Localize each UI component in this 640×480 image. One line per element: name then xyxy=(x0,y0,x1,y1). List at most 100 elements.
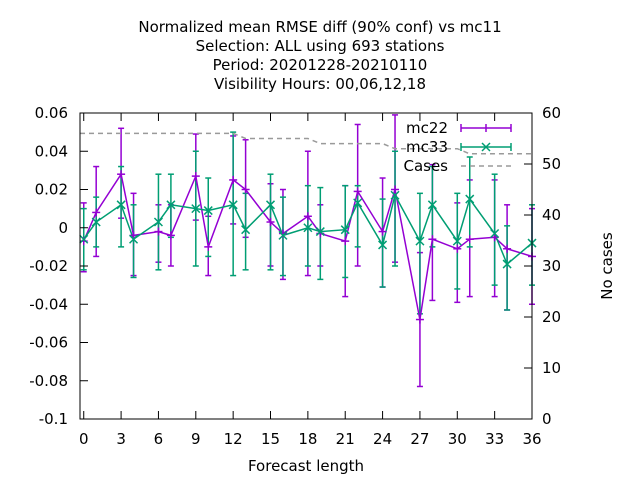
data-point-mc33 xyxy=(390,190,400,200)
data-point-mc33 xyxy=(452,236,462,246)
data-point-mc33 xyxy=(91,217,101,227)
data-point-mc22 xyxy=(92,208,101,217)
data-point-mc22 xyxy=(154,227,163,236)
x-tick-label: 21 xyxy=(336,430,355,448)
data-point-mc22 xyxy=(428,235,437,244)
y-tick-label: -0.1 xyxy=(39,410,68,428)
data-point-mc33 xyxy=(203,206,213,216)
error-bar-mc33 xyxy=(304,184,311,267)
data-point-mc22 xyxy=(303,212,312,221)
data-point-mc33 xyxy=(353,198,363,208)
marker xyxy=(79,234,89,244)
x-tick-label: 12 xyxy=(224,430,243,448)
marker xyxy=(203,206,213,216)
y2-tick-label: 40 xyxy=(542,206,561,224)
data-point-mc33 xyxy=(502,259,512,269)
legend-label-mc22: mc22 xyxy=(406,119,448,137)
title-line-2: Period: 20201228-20210110 xyxy=(213,56,428,74)
error-bar-mc33 xyxy=(491,173,498,286)
marker xyxy=(390,190,400,200)
y2-axis-label: No cases xyxy=(598,232,616,300)
data-point-mc33 xyxy=(340,225,350,235)
x-axis-label: Forecast length xyxy=(248,457,364,475)
data-point-mc22 xyxy=(341,237,350,246)
marker xyxy=(452,236,462,246)
data-point-mc22 xyxy=(229,175,238,184)
x-tick-label: 6 xyxy=(154,430,164,448)
y-tick-label: 0.02 xyxy=(35,181,68,199)
y-tick-label: 0.04 xyxy=(35,142,68,160)
marker xyxy=(465,194,475,204)
data-point-mc33 xyxy=(315,227,325,237)
marker xyxy=(153,217,163,227)
data-point-mc33 xyxy=(303,223,313,233)
marker xyxy=(415,236,425,246)
marker xyxy=(191,204,201,214)
title-line-3: Visibility Hours: 00,06,12,18 xyxy=(214,75,426,93)
y2-tick-label: 60 xyxy=(542,104,561,122)
marker xyxy=(315,227,325,237)
error-bar-mc33 xyxy=(342,184,349,279)
error-bar-mc33 xyxy=(504,225,511,311)
marker xyxy=(353,198,363,208)
x-tick-label: 27 xyxy=(410,430,429,448)
axis-ticks xyxy=(80,112,533,420)
data-point-mc33 xyxy=(191,204,201,214)
error-bar-mc33 xyxy=(392,150,399,267)
data-point-mc33 xyxy=(129,234,139,244)
x-tick-label: 9 xyxy=(191,430,201,448)
data-point-mc33 xyxy=(378,240,388,250)
data-point-mc33 xyxy=(153,217,163,227)
marker xyxy=(378,240,388,250)
data-point-mc33 xyxy=(166,200,176,210)
data-point-mc22 xyxy=(490,233,499,242)
data-point-mc22 xyxy=(166,231,175,240)
data-point-mc22 xyxy=(129,231,138,240)
marker xyxy=(427,200,437,210)
y2-tick-label: 10 xyxy=(542,359,561,377)
y2-tick-label: 20 xyxy=(542,308,561,326)
marker xyxy=(116,200,126,210)
data-point-mc22 xyxy=(117,170,126,179)
data-point-mc22 xyxy=(378,227,387,236)
x-tick-label: 33 xyxy=(485,430,504,448)
y2-tick-label: 50 xyxy=(542,155,561,173)
data-point-mc22 xyxy=(241,185,250,194)
x-tick-label: 0 xyxy=(79,430,89,448)
x-tick-label: 36 xyxy=(522,430,541,448)
data-point-mc22 xyxy=(353,187,362,196)
data-point-mc22 xyxy=(266,218,275,227)
y2-tick-label: 0 xyxy=(542,410,552,428)
data-point-mc33 xyxy=(79,234,89,244)
data-point-mc33 xyxy=(116,200,126,210)
data-point-mc33 xyxy=(415,236,425,246)
marker xyxy=(129,234,139,244)
data-point-mc33 xyxy=(427,200,437,210)
error-bar-mc33 xyxy=(466,156,473,248)
x-tick-label: 18 xyxy=(298,430,317,448)
y-tick-label: 0.06 xyxy=(35,104,68,122)
marker xyxy=(228,200,238,210)
y-tick-label: -0.04 xyxy=(29,295,68,313)
data-point-mc33 xyxy=(490,228,500,239)
error-bar-mc33 xyxy=(416,192,423,315)
data-point-mc22 xyxy=(204,242,213,251)
error-bar-mc33 xyxy=(354,184,361,248)
marker xyxy=(241,225,251,235)
series-line-cases xyxy=(80,132,532,155)
data-point-mc33 xyxy=(241,225,251,235)
data-point-mc22 xyxy=(415,315,424,324)
marker xyxy=(91,217,101,227)
marker xyxy=(278,230,288,240)
data-point-mc33 xyxy=(265,200,276,210)
legend-marker xyxy=(481,142,491,152)
data-point-mc22 xyxy=(391,185,400,194)
y2-tick-label: 30 xyxy=(542,257,561,275)
data-point-mc22 xyxy=(453,244,462,253)
legend-label-mc33: mc33 xyxy=(406,138,448,156)
legend-label-cases: Cases xyxy=(403,157,448,175)
y-tick-label: 0 xyxy=(58,219,68,237)
marker xyxy=(303,223,313,233)
